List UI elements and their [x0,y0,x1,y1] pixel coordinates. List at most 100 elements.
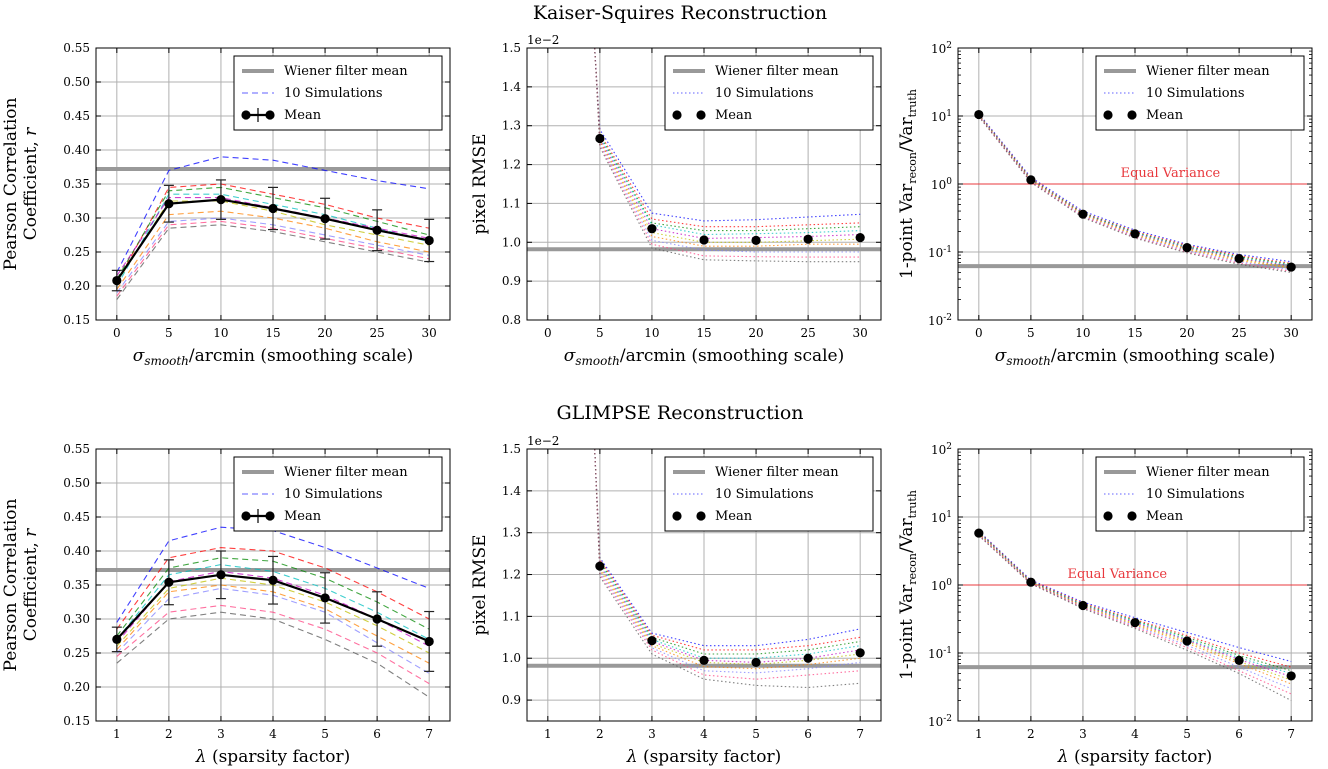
plot-content [527,48,881,263]
mean-point [751,235,761,245]
simulation-line [594,449,861,651]
plot-content [958,109,1312,274]
y-tick-label: 1.4 [502,80,521,94]
y-tick-label: 0.30 [63,612,90,626]
row-title-kaiser-squires: Kaiser-Squires Reconstruction [533,2,827,24]
x-tick-label: 25 [369,326,384,340]
mean-point [1026,577,1036,587]
mean-point [1078,600,1088,611]
tick-marks [527,448,881,721]
tick-marks [958,47,1312,321]
x-tick-label: 0 [975,326,983,340]
legend-mean-marker [1127,511,1137,521]
legend-mean-marker [241,110,251,120]
y-tick-label: 0.25 [63,646,90,660]
y-tick-label: 0.50 [63,476,90,490]
y-tick-label: 1.5 [502,442,521,456]
legend-mean-marker [696,110,706,120]
mean-point [855,233,865,243]
y-tick-label: 0.15 [63,313,90,327]
y-tick-label: 0.20 [63,680,90,694]
mean-point [1182,636,1192,646]
legend-mean-label: Mean [284,509,322,524]
y-tick-label: 100 [931,578,952,593]
chart-glimpse-pearson: 1 2 3 4 5 6 7 0.15 0.20 0.25 0.30 0.35 0.40 0.45 0.50 0… [1,442,451,767]
x-tick-label: 6 [373,727,381,741]
legend-mean-marker [1127,110,1137,120]
mean-point [112,634,122,645]
x-tick-label: 6 [804,727,812,741]
plot-content [96,156,450,300]
y-tick-label: 1.1 [502,609,521,623]
y-tick-label: 1.3 [502,119,521,133]
x-tick-label: 6 [1235,727,1243,741]
mean-point [855,648,865,658]
legend-wiener-label: Wiener filter mean [1146,465,1270,480]
simulation-line [594,48,861,236]
y-tick-label: 1.0 [502,235,521,249]
legend-sims-label: 10 Simulations [284,86,383,101]
simulation-line [978,535,1292,701]
simulation-line [116,156,430,273]
y-tick-label: 0.20 [63,279,90,293]
mean-point [372,614,382,624]
y-tick-label: 101 [931,510,952,525]
mean-point [268,575,278,585]
legend-mean-marker [1103,110,1113,120]
mean-point [1130,617,1140,628]
axis-multiplier: 1e−2 [527,33,559,47]
legend-mean-label: Mean [284,108,322,123]
x-tick-label: 15 [1127,326,1142,340]
x-tick-label: 4 [269,727,277,741]
mean-point [164,199,174,209]
mean-point [751,657,761,668]
legend-sims-label: 10 Simulations [715,487,814,502]
x-tick-label: 3 [648,727,656,741]
y-tick-label: 0.25 [63,245,90,259]
legend: Wiener filter mean 10 Simulations Mean [233,456,443,532]
y-axis-label: pixel RMSE [470,133,490,234]
x-tick-label: 1 [975,727,983,741]
legend-mean-marker [1103,511,1113,521]
y-tick-label: 0.8 [502,313,521,327]
plot-content [958,528,1312,701]
y-axis-label: Coefficient, r [21,127,41,240]
legend-mean-label: Mean [1146,108,1184,123]
plot-content [96,526,450,698]
legend-wiener-label: Wiener filter mean [715,64,839,79]
legend-mean-label: Mean [1146,509,1184,524]
x-tick-label: 20 [1179,326,1194,340]
x-tick-label: 5 [321,727,329,741]
y-tick-label: 0.35 [63,578,90,592]
legend-sims-label: 10 Simulations [1146,86,1245,101]
y-tick-label: 1.1 [502,196,521,210]
simulation-line [116,224,430,300]
y-tick-label: 0.9 [502,693,521,707]
legend: Wiener filter mean 10 Simulations Mean [664,55,874,131]
simulation-line [594,449,861,670]
y-tick-label: 1.5 [502,41,521,55]
mean-point [1130,229,1140,239]
tick-marks [958,448,1312,722]
y-axis-label: Pearson Correlation [1,98,21,271]
simulation-line [116,604,430,685]
legend: Wiener filter mean 10 Simulations Mean [233,55,443,131]
x-tick-label: 4 [1131,727,1139,741]
y-tick-label: 1.0 [502,651,521,665]
x-tick-label: 7 [1287,727,1295,741]
x-tick-label: 7 [856,727,864,741]
x-tick-label: 15 [265,326,280,340]
simulation-line [978,531,1292,672]
tick-marks [96,47,450,321]
x-tick-label: 5 [752,727,760,741]
chart-ks-pearson: 0 5 10 15 20 25 30 0.15 0.20 0.25 0.30 0.35 0.40 0.45… [1,41,451,368]
y-tick-label: 0.9 [502,274,521,288]
tick-marks [527,47,881,321]
legend-mean-marker [265,110,275,120]
x-tick-label: 0 [113,326,121,340]
legend-sims-label: 10 Simulations [284,487,383,502]
mean-point [1234,655,1244,665]
x-axis-label: σsmooth/arcmin (smoothing scale) [995,346,1276,368]
y-tick-label: 100 [931,177,952,192]
